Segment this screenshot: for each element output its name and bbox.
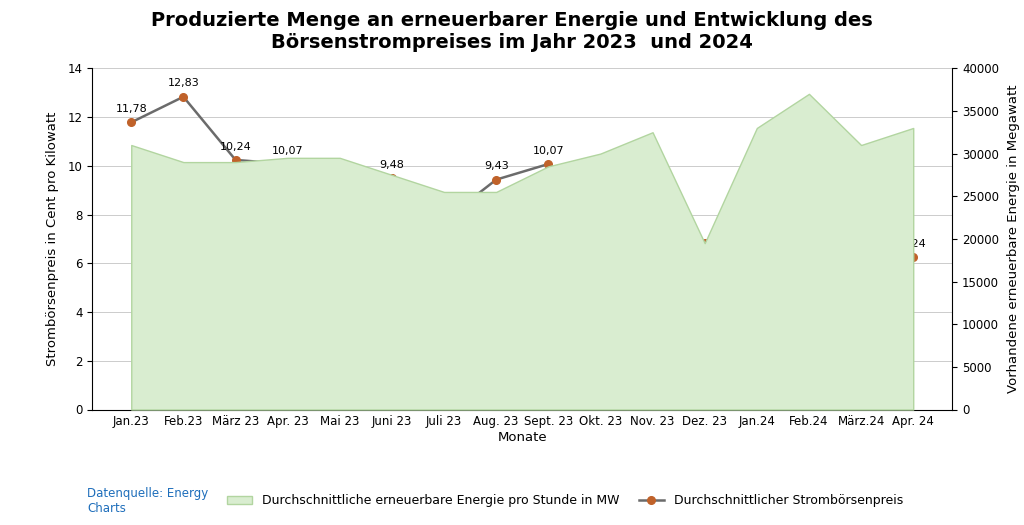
Text: 10,07: 10,07 (271, 146, 303, 156)
Text: 9,11: 9,11 (640, 169, 665, 179)
Text: 12,83: 12,83 (168, 78, 200, 88)
Text: 9,48: 9,48 (380, 160, 404, 170)
Legend: Durchschnittliche erneuerbare Energie pro Stunde in MW, Durchschnittlicher Strom: Durchschnittliche erneuerbare Energie pr… (222, 489, 908, 512)
Text: 6,24: 6,24 (901, 239, 926, 249)
Text: 6,47: 6,47 (849, 234, 873, 244)
Text: 6,13: 6,13 (797, 277, 821, 287)
Text: Datenquelle: Energy
Charts: Datenquelle: Energy Charts (87, 487, 208, 514)
Y-axis label: Strombörsenpreis in Cent pro Kilowatt: Strombörsenpreis in Cent pro Kilowatt (46, 112, 59, 366)
Text: 8,75: 8,75 (588, 213, 612, 223)
Text: 7,66: 7,66 (744, 204, 769, 214)
Text: 11,78: 11,78 (116, 104, 147, 114)
Text: 8,17: 8,17 (328, 227, 352, 237)
Text: 9,43: 9,43 (483, 161, 509, 171)
Text: 7,76: 7,76 (432, 237, 457, 247)
Text: Produzierte Menge an erneuerbarer Energie und Entwicklung des
Börsenstrompreises: Produzierte Menge an erneuerbarer Energi… (152, 10, 872, 51)
Text: 10,24: 10,24 (219, 142, 252, 152)
Text: 10,07: 10,07 (532, 146, 564, 156)
X-axis label: Monate: Monate (498, 431, 547, 444)
Text: 6,85: 6,85 (692, 259, 717, 269)
Y-axis label: Vorhandene erneuerbare Energie in Megawatt: Vorhandene erneuerbare Energie in Megawa… (1008, 85, 1020, 393)
